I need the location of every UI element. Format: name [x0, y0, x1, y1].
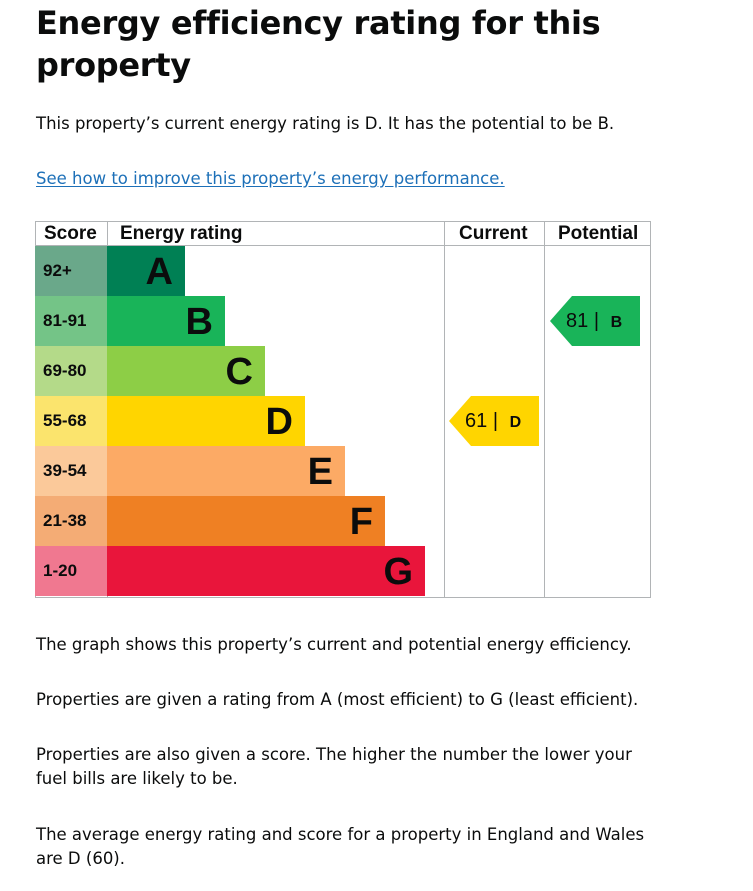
- potential-header: Potential: [558, 223, 639, 244]
- potential-separator: |: [593, 310, 600, 332]
- potential-rating-marker: 81 | B: [550, 296, 640, 346]
- intro-text: This property’s current energy rating is…: [36, 114, 615, 133]
- potential-rating-label: 81 | B: [566, 296, 622, 346]
- current-rating-letter: D: [509, 414, 522, 431]
- rating-description: Properties are given a rating from A (mo…: [36, 690, 639, 709]
- band-score-b: 81-91: [35, 296, 107, 346]
- score-header: Score: [44, 223, 97, 244]
- energy-rating-header: Energy rating: [120, 223, 243, 244]
- page-title: Energy efficiency rating for this proper…: [36, 4, 601, 84]
- improve-energy-link[interactable]: See how to improve this property’s energ…: [36, 169, 505, 188]
- current-rating-label: 61 | D: [465, 396, 521, 446]
- band-bar-f: F: [107, 496, 385, 546]
- potential-column-divider: [544, 221, 545, 597]
- header-divider: [35, 245, 650, 246]
- current-separator: |: [492, 410, 499, 432]
- band-score-g: 1-20: [35, 546, 107, 596]
- potential-rating-letter: B: [610, 314, 623, 331]
- potential-arrow-shape: [550, 296, 640, 346]
- current-header: Current: [459, 223, 528, 244]
- current-column-divider: [444, 221, 445, 597]
- graph-description: The graph shows this property’s current …: [36, 635, 632, 654]
- current-arrow-shape: [449, 396, 539, 446]
- band-score-f: 21-38: [35, 496, 107, 546]
- band-bar-b: B: [107, 296, 225, 346]
- band-score-e: 39-54: [35, 446, 107, 496]
- score-description: Properties are also given a score. The h…: [36, 745, 632, 788]
- energy-rating-chart: Score Energy rating Current Potential 92…: [35, 221, 651, 598]
- band-bar-c: C: [107, 346, 265, 396]
- improve-link-wrapper: See how to improve this property’s energ…: [36, 167, 676, 191]
- potential-score-value: 81: [566, 310, 589, 332]
- current-score-value: 61: [465, 410, 488, 432]
- band-score-d: 55-68: [35, 396, 107, 446]
- band-bar-d: D: [107, 396, 305, 446]
- band-score-a: 92+: [35, 246, 107, 296]
- current-rating-marker: 61 | D: [449, 396, 539, 446]
- band-bar-g: G: [107, 546, 425, 596]
- band-bar-a: A: [107, 246, 185, 296]
- band-score-c: 69-80: [35, 346, 107, 396]
- average-rating-description: The average energy rating and score for …: [36, 825, 645, 868]
- band-bar-e: E: [107, 446, 345, 496]
